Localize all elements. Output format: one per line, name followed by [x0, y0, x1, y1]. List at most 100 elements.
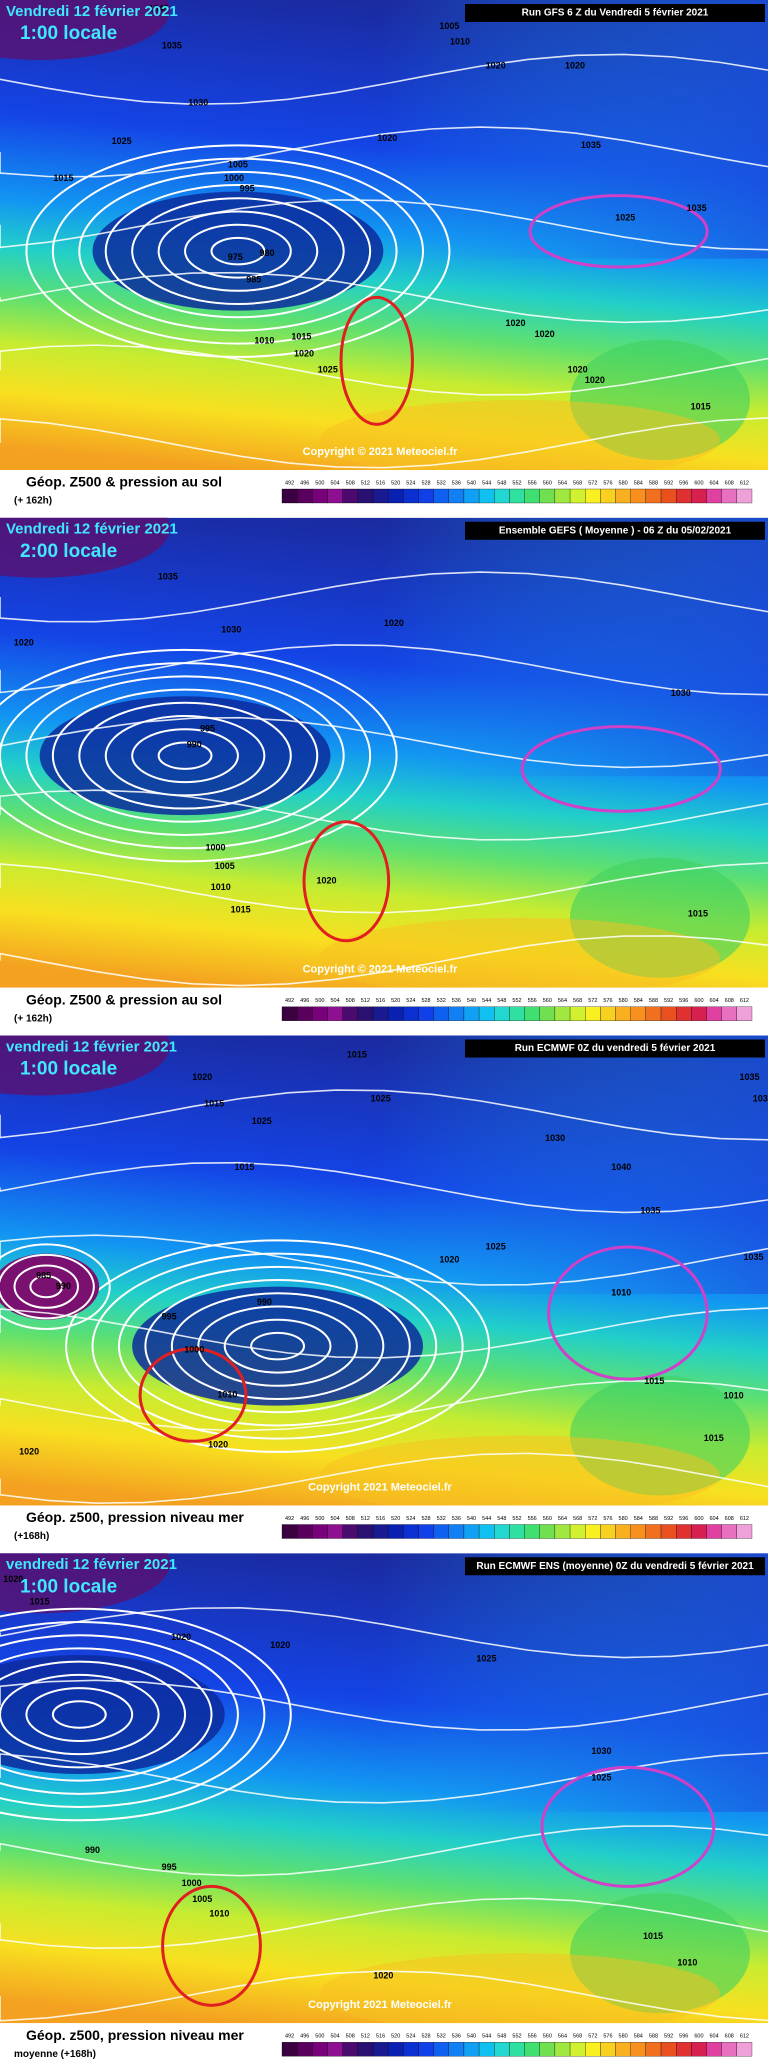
colorbar-label: 532	[437, 1516, 446, 1522]
isobar	[0, 571, 768, 623]
colorbar-label: 584	[634, 998, 643, 1004]
colorbar-cell	[524, 1524, 540, 1539]
colorbar-cell	[660, 488, 677, 504]
colorbar-label: 492	[285, 2034, 294, 2040]
colorbar-cell	[539, 488, 556, 504]
colorbar-label: 548	[497, 480, 506, 486]
colorbar-label: 580	[619, 998, 628, 1004]
colorbar-cell	[494, 1006, 510, 1021]
colorbar-cell	[736, 488, 753, 504]
isobar-label: 1005	[215, 861, 235, 871]
isobar	[210, 236, 266, 266]
isobar-label: 1020	[568, 364, 588, 374]
colorbar-label: 608	[725, 480, 734, 486]
colorbar-label: 532	[437, 998, 446, 1004]
colorbar-cell	[509, 2042, 525, 2057]
colorbar-cell	[478, 1524, 495, 1539]
isobar-label: 1030	[753, 1093, 768, 1103]
colorbar-cell	[433, 1524, 449, 1539]
run-box	[465, 4, 765, 22]
colorbar-label: 560	[543, 998, 552, 1004]
isobar	[78, 701, 292, 810]
isobar-label: 980	[259, 248, 274, 258]
isobar-label: 1045	[149, 4, 169, 14]
run-box	[465, 1039, 765, 1058]
colorbar-label: 528	[421, 998, 430, 1004]
colorbar-label: 508	[346, 998, 355, 1004]
isobar-label: 1020	[14, 638, 34, 648]
colorbar-cell	[721, 1006, 737, 1021]
colorbar-label: 496	[300, 1516, 309, 1522]
colorbar-cell	[615, 1524, 631, 1539]
copyright: Copyright 2021 Meteociel.fr	[308, 1481, 452, 1493]
colorbar-cell	[403, 488, 419, 504]
colorbar-cell	[539, 1524, 556, 1539]
isobar	[51, 1700, 107, 1729]
colorbar-label: 532	[437, 480, 446, 486]
highlight-red	[339, 295, 414, 426]
colorbar-cell	[357, 1524, 374, 1539]
map-panel: 1035 1030 1020 1020 1030 995 990 1000 1005 1010 10…	[0, 517, 768, 1036]
colorbar-label: 612	[740, 2034, 749, 2040]
isobar-label: 1020	[3, 1574, 23, 1584]
colorbar-label: 600	[694, 1516, 703, 1522]
colorbar-cell	[630, 2042, 647, 2057]
colorbar-cell	[569, 2042, 586, 2057]
colorbar-cell	[645, 2042, 662, 2057]
isobar-label: 1015	[53, 173, 73, 183]
colorbar-label: 564	[558, 2034, 567, 2040]
isobar	[131, 728, 239, 784]
colorbar-label: 604	[710, 1516, 719, 1522]
caption: Géop. Z500 & pression au sol	[26, 991, 222, 1007]
run-box	[465, 521, 765, 540]
isobar	[144, 1279, 411, 1414]
isobar-label: 1035	[158, 572, 178, 582]
colorbar-cell	[660, 1524, 677, 1539]
isobar-label: 995	[162, 1311, 177, 1321]
lead-time: (+168h)	[14, 1531, 49, 1542]
isobar-label: 1010	[724, 1391, 744, 1401]
colorbar-cell	[494, 488, 510, 504]
isobar-label: 1005	[228, 160, 248, 170]
isobar-label: 1015	[347, 1050, 367, 1060]
isobar-label: 1020	[192, 1072, 212, 1082]
colorbar-label: 612	[740, 1516, 749, 1522]
colorbar-label: 604	[710, 480, 719, 486]
isobar-label: 1015	[691, 402, 711, 412]
colorbar-cell	[721, 488, 737, 504]
isobar-label: 995	[240, 183, 255, 193]
isobar-label: 1025	[476, 1653, 496, 1663]
colorbar-label: 548	[497, 2034, 506, 2040]
colorbar-cell	[418, 2042, 434, 2057]
colorbar-cell	[539, 1006, 556, 1021]
colorbar-label: 524	[406, 2034, 415, 2040]
isobar-label: 995	[200, 724, 215, 734]
isobar-label: 1000	[182, 1878, 202, 1888]
colorbar-label: 512	[361, 2034, 370, 2040]
isobar-label: 1015	[235, 1162, 255, 1172]
colorbar-label: 568	[573, 480, 582, 486]
isobar-label: 1000	[224, 173, 244, 183]
colorbar-cell	[448, 2042, 465, 2057]
colorbar-label: 520	[391, 2034, 400, 2040]
isobar-label: 1020	[377, 133, 397, 143]
isobar-label: 990	[56, 1281, 71, 1291]
colorbar-label: 588	[649, 480, 658, 486]
local-time: 1:00 locale	[20, 1576, 117, 1597]
isobar-label: 1015	[30, 1597, 50, 1607]
isobar	[0, 1307, 768, 1359]
colorbar-cell	[372, 2042, 389, 2057]
isobar-label: 990	[187, 739, 202, 749]
isobar	[0, 1970, 768, 2022]
run-label: Run ECMWF 0Z du vendredi 5 février 2021	[515, 1043, 716, 1054]
highlight-magenta	[528, 194, 709, 269]
colorbar-label: 564	[558, 998, 567, 1004]
isobar-label: 1020	[316, 876, 336, 886]
date: Vendredi 12 février 2021	[6, 3, 178, 20]
run-label: Run ECMWF ENS (moyenne) 0Z du vendredi 5…	[476, 1561, 754, 1572]
colorbar-cell	[645, 1006, 662, 1021]
colorbar-cell	[676, 2042, 692, 2057]
colorbar-cell	[600, 1006, 616, 1021]
colorbar-label: 552	[512, 2034, 521, 2040]
colorbar-label: 608	[725, 1516, 734, 1522]
